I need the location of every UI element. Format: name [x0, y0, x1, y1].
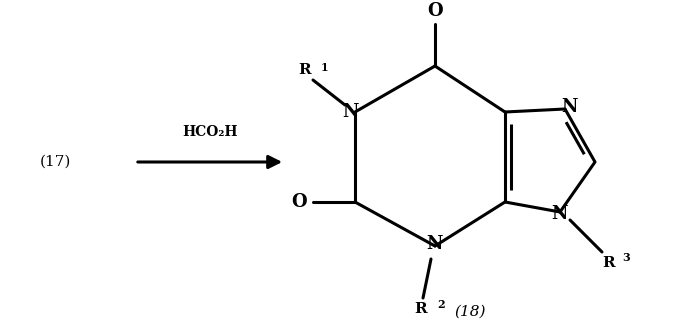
- Text: (18): (18): [454, 305, 486, 319]
- Text: R: R: [415, 302, 427, 316]
- Text: N: N: [552, 205, 568, 223]
- Text: N: N: [427, 235, 443, 253]
- Text: HCO₂H: HCO₂H: [182, 125, 238, 139]
- Text: 2: 2: [437, 299, 445, 310]
- Text: (17): (17): [39, 155, 71, 169]
- Text: O: O: [291, 193, 307, 211]
- Text: R: R: [602, 256, 614, 270]
- Text: R: R: [298, 63, 311, 77]
- Text: N: N: [561, 98, 577, 116]
- Text: 1: 1: [321, 62, 329, 73]
- Text: 3: 3: [622, 252, 630, 263]
- Text: N: N: [343, 103, 359, 121]
- Text: O: O: [427, 2, 442, 20]
